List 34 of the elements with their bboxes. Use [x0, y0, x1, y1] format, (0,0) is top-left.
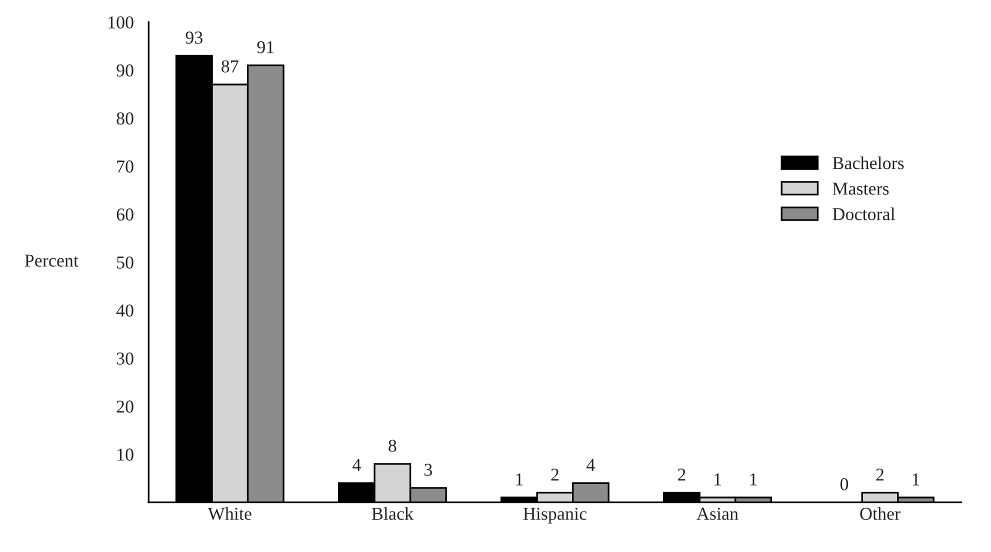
- x-tick-label: Black: [372, 507, 414, 520]
- y-tick-label: 60: [116, 208, 134, 221]
- y-tick-label: 30: [116, 352, 134, 365]
- data-label: 0: [840, 478, 848, 490]
- data-label: 4: [586, 459, 595, 471]
- data-label: 3: [424, 464, 432, 476]
- data-label: 1: [750, 473, 757, 486]
- y-tick-label: 70: [117, 160, 134, 173]
- y-tick-label: 80: [116, 112, 134, 125]
- y-axis-title: Percent: [24, 254, 78, 267]
- legend-label: Doctoral: [832, 208, 895, 220]
- y-tick-label: 50: [117, 256, 134, 269]
- data-label: 4: [352, 459, 361, 471]
- y-tick-label: 100: [108, 16, 134, 29]
- x-tick-label: Asian: [696, 508, 738, 520]
- data-label: 1: [714, 473, 721, 486]
- data-label: 8: [388, 440, 396, 452]
- x-tick-label: White: [208, 507, 252, 520]
- data-label: 1: [516, 473, 523, 486]
- legend-label: Masters: [832, 182, 889, 195]
- x-tick-label: Hispanic: [523, 508, 586, 524]
- y-tick-label: 10: [118, 448, 134, 461]
- data-label: 2: [876, 468, 884, 481]
- y-tick-label: 40: [116, 304, 134, 317]
- data-label: 91: [257, 41, 274, 54]
- data-label: 2: [678, 468, 686, 481]
- legend-label: Bachelors: [832, 156, 904, 170]
- data-label: 93: [186, 32, 202, 44]
- data-label: 87: [222, 60, 238, 73]
- data-label: 1: [912, 473, 920, 486]
- y-tick-label: 20: [116, 400, 134, 413]
- y-tick-label: 90: [116, 64, 134, 77]
- data-label: 2: [551, 468, 558, 481]
- x-tick-label: Other: [860, 507, 900, 520]
